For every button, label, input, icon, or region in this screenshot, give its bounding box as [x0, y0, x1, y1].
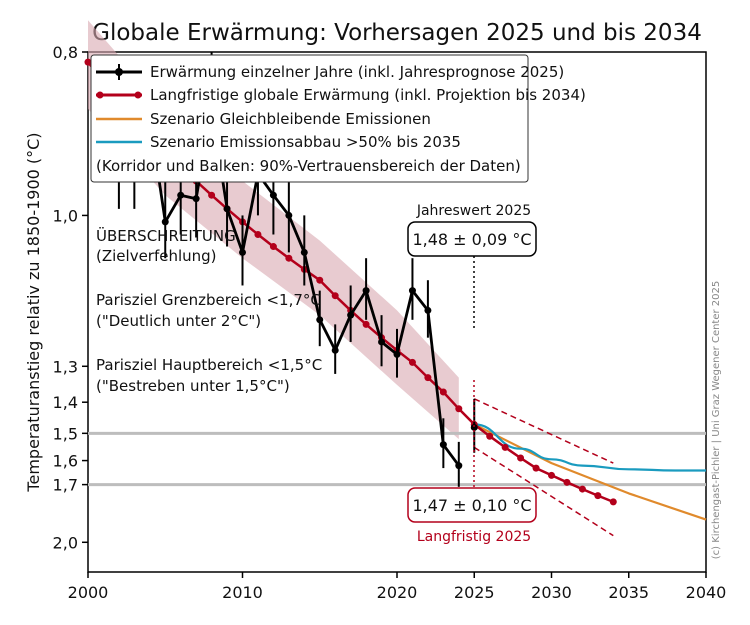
y-tick-label: 1,3 — [53, 357, 78, 376]
scenario-lines — [473, 423, 707, 521]
annual-point — [300, 248, 308, 256]
y-tick-label: 1,6 — [53, 452, 78, 471]
longterm-point — [548, 471, 555, 479]
longterm-2025-label: Langfristig 2025 — [417, 529, 531, 545]
annual-point — [378, 338, 386, 346]
x-tick-label: 2035 — [608, 583, 649, 602]
longterm-point — [563, 478, 571, 486]
x-tick-label: 2025 — [454, 583, 495, 602]
longterm-point — [408, 358, 416, 366]
x-tick-label: 2030 — [531, 583, 572, 602]
scenario-reduce-line — [474, 423, 706, 472]
longterm-point — [208, 191, 216, 199]
legend-note: (Korridor und Balken: 90%-Vertrauensbere… — [96, 157, 521, 175]
annual-point — [408, 287, 416, 295]
annual-point — [347, 311, 355, 319]
longterm-point — [316, 276, 324, 284]
longterm-point — [501, 443, 509, 451]
annual-point — [424, 306, 432, 314]
legend-label-longterm: Langfristige globale Erwärmung (inkl. Pr… — [150, 86, 586, 104]
longterm-point — [254, 230, 262, 238]
longterm-point — [362, 320, 370, 328]
longterm-point — [609, 498, 617, 506]
x-tick-label: 2040 — [686, 583, 727, 602]
longterm-point — [532, 464, 540, 472]
chart-title: Globale Erwärmung: Vorhersagen 2025 und … — [92, 20, 702, 46]
trend-bound-0 — [473, 446, 614, 537]
legend-box — [90, 54, 529, 183]
y-tick-label: 0,8 — [53, 43, 78, 62]
annual-point — [455, 462, 463, 470]
longterm-2025-box — [407, 487, 537, 523]
y-tick-label: 2,0 — [53, 533, 78, 552]
longterm-point — [285, 254, 293, 262]
legend-label-annual: Erwärmung einzelner Jahre (inkl. Jahresp… — [150, 63, 564, 81]
scenario-const-line — [473, 423, 707, 521]
annotation-grenzbereich: Parisziel Grenzbereich <1,7°C — [96, 291, 321, 309]
annual-2025-label: Jahreswert 2025 — [416, 203, 531, 219]
longterm-point — [486, 432, 494, 440]
legend-entry-scenario-reduce: Szenario Emissionsabbau >50% bis 2035 — [96, 133, 461, 151]
annotation-hauptbereich-sub: ("Bestreben unter 1,5°C") — [96, 377, 290, 395]
x-tick-label: 2010 — [222, 583, 263, 602]
annual-point — [439, 441, 447, 449]
longterm-point — [331, 292, 339, 300]
annotation-hauptbereich: Parisziel Hauptbereich <1,5°C — [96, 356, 322, 374]
annual-point — [269, 191, 277, 199]
annotation-ueberschreitung: ÜBERSCHREITUNG — [96, 226, 236, 245]
annual-point — [316, 316, 324, 324]
y-tick-label: 1,7 — [53, 476, 78, 495]
annual-point — [331, 346, 339, 354]
longterm-2025-value: 1,47 ± 0,10 °C — [412, 496, 531, 515]
y-tick-label: 1,4 — [53, 393, 78, 412]
y-tick-label: 1,0 — [53, 206, 78, 225]
annual-point — [223, 205, 231, 213]
longterm-point — [455, 405, 463, 413]
annual-point — [362, 287, 370, 295]
y-axis-label: Temperaturanstieg relativ zu 1850-1900 (… — [24, 132, 43, 492]
annual-2025-value: 1,48 ± 0,09 °C — [412, 230, 531, 249]
longterm-point — [594, 492, 602, 500]
annual-2025-box — [407, 221, 537, 257]
legend-label-scenario-const: Szenario Gleichbleibende Emissionen — [150, 110, 431, 128]
longterm-point — [578, 485, 586, 493]
legend-label-scenario-reduce: Szenario Emissionsabbau >50% bis 2035 — [150, 133, 461, 151]
axis-ticks: 2000 2010 2020 2025 2030 2035 2040 0,8 1,0 1,3 1,4… — [53, 43, 727, 602]
annual-point — [393, 350, 401, 358]
legend-entry-longterm: Langfristige globale Erwärmung (inkl. Pr… — [96, 86, 586, 104]
longterm-point — [84, 58, 92, 66]
longterm-point — [424, 374, 432, 382]
x-tick-label: 2020 — [377, 583, 418, 602]
x-tick-label: 2000 — [68, 583, 109, 602]
annual-point — [239, 248, 246, 256]
annual-point — [285, 211, 293, 219]
annotation-grenzbereich-sub: ("Deutlich unter 2°C") — [96, 312, 261, 330]
legend-entry-annual: Erwärmung einzelner Jahre (inkl. Jahresp… — [96, 63, 564, 81]
annual-line — [102, 107, 460, 467]
annual-point — [192, 195, 200, 203]
annual-point — [161, 218, 169, 226]
credit-text: (c) Kirchengast-Pichler | Uni Graz Wegen… — [711, 281, 722, 560]
annotation-zielverfehlung: (Zielverfehlung) — [96, 247, 217, 265]
longterm-point — [439, 388, 447, 396]
legend-entry-scenario-const: Szenario Gleichbleibende Emissionen — [96, 110, 431, 128]
longterm-point — [269, 243, 277, 251]
trend-bound-1 — [473, 398, 614, 464]
annual-point — [177, 191, 185, 199]
reference-lines — [88, 431, 706, 487]
annual-point — [470, 423, 478, 431]
longterm-point — [517, 454, 525, 462]
y-tick-label: 1,5 — [53, 424, 78, 443]
